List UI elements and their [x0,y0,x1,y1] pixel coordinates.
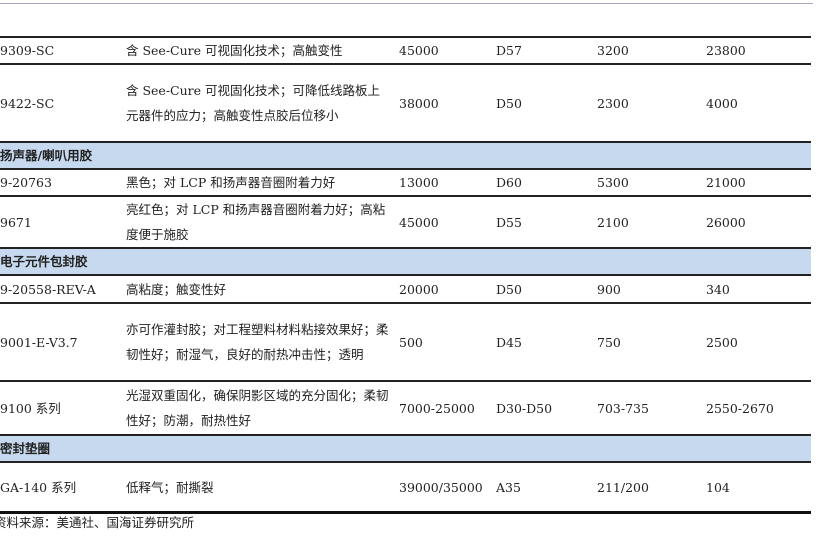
cell-model: 9309-SC [0,36,117,64]
cell-c6: 23800 [697,36,811,64]
cell-c5: 3200 [588,36,697,64]
category-label: 扬声器/喇叭用胶 [0,141,811,169]
cell-model: GA-140 系列 [0,461,117,514]
cell-c6: 2550-2670 [697,380,811,435]
table-row: 9-20558-REV-A 高粘度；触变性好 20000 D50 900 340 [0,274,811,303]
cell-model: 9422-SC [0,63,117,142]
cell-c6: 21000 [697,168,811,196]
cell-c6: 340 [697,274,811,303]
category-label: 电子元件包封胶 [0,247,811,275]
cell-viscosity: 500 [390,302,487,381]
cell-viscosity: 7000-25000 [390,380,487,435]
cell-hardness: A35 [487,461,588,514]
cell-hardness: D55 [487,195,588,248]
cell-model: 9671 [0,195,117,248]
table-row: 9671 亮红色；对 LCP 和扬声器音圈附着力好；高粘度便于施胶 45000 D55… [0,195,811,248]
cell-c5: 703-735 [588,380,697,435]
cell-hardness: D50 [487,63,588,142]
source-note: 资料来源：美通社、国海证券研究所 [0,515,195,530]
cell-viscosity: 20000 [390,274,487,303]
cell-hardness: D50 [487,274,588,303]
table-row: 9100 系列 光湿双重固化，确保阴影区域的充分固化；柔韧性好；防潮，耐热性好 70… [0,380,811,435]
cell-c6: 2500 [697,302,811,381]
cell-desc: 含 See-Cure 可视固化技术；可降低线路板上元器件的应力；高触变性点胶后位… [117,63,390,142]
cell-c5: 900 [588,274,697,303]
cell-hardness: D30-D50 [487,380,588,435]
cell-desc: 低释气；耐撕裂 [117,461,390,514]
category-row: 电子元件包封胶 [0,247,811,275]
cell-desc: 高粘度；触变性好 [117,274,390,303]
table-row: GA-140 系列 低释气；耐撕裂 39000/35000 A35 211/200 104 [0,461,811,514]
cell-c6: 4000 [697,63,811,142]
table-row: 9309-SC 含 See-Cure 可视固化技术；高触变性 45000 D57 320… [0,36,811,64]
category-row: 扬声器/喇叭用胶 [0,141,811,169]
cell-desc: 光湿双重固化，确保阴影区域的充分固化；柔韧性好；防潮，耐热性好 [117,380,390,435]
cell-model: 9-20763 [0,168,117,196]
category-label: 密封垫圈 [0,434,811,462]
table-row: 9001-E-V3.7 亦可作灌封胶；对工程塑料材料粘接效果好；柔韧性好；耐湿气，… [0,302,811,381]
cell-viscosity: 13000 [390,168,487,196]
cell-hardness: D57 [487,36,588,64]
cell-c5: 5300 [588,168,697,196]
product-table: 9309-SC 含 See-Cure 可视固化技术；高触变性 45000 D57 320… [0,36,811,514]
cell-c5: 2100 [588,195,697,248]
cell-model: 9001-E-V3.7 [0,302,117,381]
category-row: 密封垫圈 [0,434,811,462]
table-row: 9422-SC 含 See-Cure 可视固化技术；可降低线路板上元器件的应力；高… [0,63,811,142]
cell-c5: 750 [588,302,697,381]
cell-viscosity: 38000 [390,63,487,142]
cell-desc: 黑色；对 LCP 和扬声器音圈附着力好 [117,168,390,196]
cell-c6: 26000 [697,195,811,248]
cell-viscosity: 39000/35000 [390,461,487,514]
cell-desc: 亦可作灌封胶；对工程塑料材料粘接效果好；柔韧性好；耐湿气，良好的耐热冲击性；透明 [117,302,390,381]
top-rule [0,3,813,4]
cell-desc: 含 See-Cure 可视固化技术；高触变性 [117,36,390,64]
cell-model: 9-20558-REV-A [0,274,117,303]
cell-c5: 211/200 [588,461,697,514]
cell-model: 9100 系列 [0,380,117,435]
cell-c6: 104 [697,461,811,514]
table-row: 9-20763 黑色；对 LCP 和扬声器音圈附着力好 13000 D60 5300 21… [0,168,811,196]
cell-hardness: D45 [487,302,588,381]
cell-c5: 2300 [588,63,697,142]
cell-viscosity: 45000 [390,195,487,248]
cell-viscosity: 45000 [390,36,487,64]
cell-hardness: D60 [487,168,588,196]
cell-desc: 亮红色；对 LCP 和扬声器音圈附着力好；高粘度便于施胶 [117,195,390,248]
